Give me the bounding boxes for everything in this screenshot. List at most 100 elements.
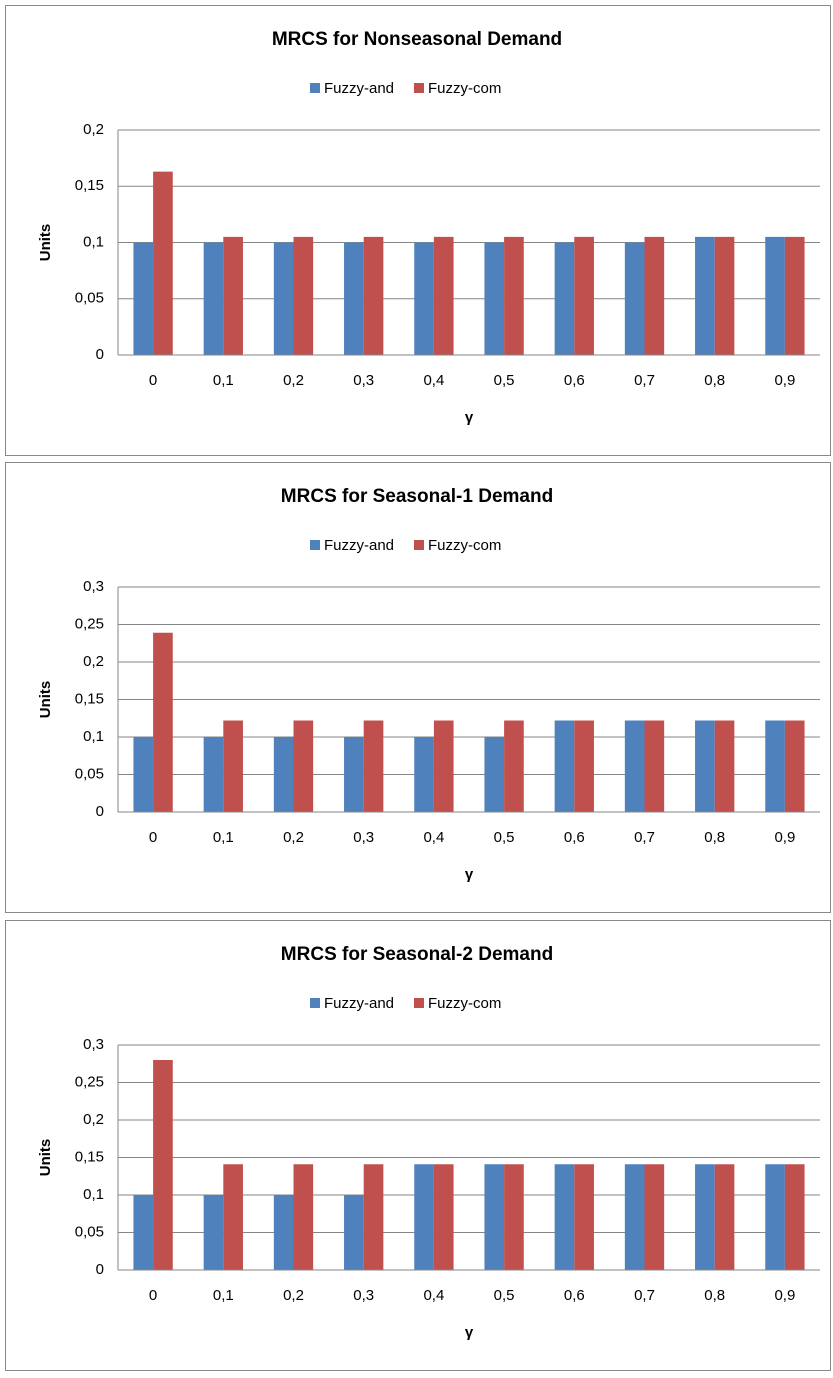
bar <box>504 236 524 355</box>
x-tick-label: 0,3 <box>353 372 374 389</box>
bar <box>433 236 454 355</box>
y-tick-label: 0 <box>96 803 104 820</box>
bar <box>714 720 735 812</box>
bar <box>414 1164 434 1270</box>
x-tick-label: 0 <box>149 1287 157 1304</box>
y-tick-label: 0,3 <box>83 1036 104 1053</box>
chart-title: MRCS for Nonseasonal Demand <box>272 29 562 50</box>
legend-label: Fuzzy-com <box>428 537 501 554</box>
legend-label: Fuzzy-and <box>324 80 394 97</box>
bar <box>223 236 243 355</box>
x-tick-label: 0,3 <box>353 1287 374 1304</box>
bar <box>133 737 154 812</box>
bar <box>574 236 594 355</box>
bar <box>695 236 715 355</box>
bar <box>344 242 364 355</box>
bar <box>344 1195 364 1270</box>
x-tick-label: 0,4 <box>423 829 444 846</box>
bar <box>223 720 243 812</box>
y-tick-label: 0,3 <box>83 578 104 595</box>
x-tick-label: 0,1 <box>213 372 234 389</box>
y-tick-label: 0,05 <box>75 765 104 782</box>
x-tick-label: 0 <box>149 829 157 846</box>
bar <box>133 1195 154 1270</box>
x-tick-label: 0,5 <box>494 1287 515 1304</box>
y-tick-label: 0 <box>96 1261 104 1278</box>
legend-label: Fuzzy-and <box>324 995 394 1012</box>
x-axis-title: γ <box>465 409 474 426</box>
bar <box>344 737 364 812</box>
bar <box>433 1164 454 1270</box>
bar <box>273 242 294 355</box>
x-tick-label: 0,5 <box>494 829 515 846</box>
bar <box>203 1195 224 1270</box>
legend-label: Fuzzy-com <box>428 80 501 97</box>
y-tick-label: 0,1 <box>83 1186 104 1203</box>
bar <box>695 720 715 812</box>
bar <box>554 242 575 355</box>
x-tick-label: 0,8 <box>704 372 725 389</box>
bar <box>484 242 505 355</box>
bar <box>765 236 785 355</box>
x-tick-label: 0,8 <box>704 1287 725 1304</box>
legend-label: Fuzzy-com <box>428 995 501 1012</box>
x-tick-label: 0,7 <box>634 829 655 846</box>
x-tick-label: 0,9 <box>774 1287 795 1304</box>
bar <box>644 236 665 355</box>
chart-frame <box>5 920 831 1371</box>
bar <box>153 632 173 812</box>
x-tick-label: 0,3 <box>353 829 374 846</box>
x-tick-label: 0,1 <box>213 1287 234 1304</box>
y-axis-title: Units <box>37 224 54 262</box>
bar <box>574 1164 594 1270</box>
bar <box>624 1164 645 1270</box>
x-tick-label: 0,1 <box>213 829 234 846</box>
x-tick-label: 0,6 <box>564 1287 585 1304</box>
bar <box>644 1164 665 1270</box>
legend-swatch <box>414 998 424 1008</box>
bar <box>554 720 575 812</box>
bar <box>293 236 314 355</box>
bar <box>414 242 434 355</box>
bar <box>293 720 314 812</box>
x-tick-label: 0,2 <box>283 1287 304 1304</box>
bar <box>695 1164 715 1270</box>
bar <box>784 236 805 355</box>
legend-swatch <box>414 83 424 93</box>
bar <box>784 720 805 812</box>
bar <box>433 720 454 812</box>
x-tick-label: 0,9 <box>774 829 795 846</box>
x-tick-label: 0,4 <box>423 372 444 389</box>
x-tick-label: 0,8 <box>704 829 725 846</box>
x-tick-label: 0,6 <box>564 829 585 846</box>
x-tick-label: 0,7 <box>634 1287 655 1304</box>
legend-label: Fuzzy-and <box>324 537 394 554</box>
bar <box>273 1195 294 1270</box>
bar <box>624 720 645 812</box>
bar <box>363 236 384 355</box>
legend-swatch <box>310 540 320 550</box>
y-tick-label: 0,2 <box>83 1111 104 1128</box>
legend-swatch <box>310 998 320 1008</box>
legend-swatch <box>414 540 424 550</box>
y-tick-label: 0,2 <box>83 653 104 670</box>
bar <box>574 720 594 812</box>
y-tick-label: 0,25 <box>75 615 104 632</box>
x-tick-label: 0,4 <box>423 1287 444 1304</box>
bar <box>273 737 294 812</box>
bar <box>363 720 384 812</box>
x-tick-label: 0,2 <box>283 829 304 846</box>
bar <box>765 1164 785 1270</box>
chart-frame <box>5 5 831 456</box>
x-axis-title: γ <box>465 866 474 883</box>
y-tick-label: 0,1 <box>83 233 104 250</box>
bar <box>293 1164 314 1270</box>
bar <box>203 242 224 355</box>
x-axis-title: γ <box>465 1324 474 1341</box>
chart-title: MRCS for Seasonal-1 Demand <box>281 486 553 507</box>
legend-swatch <box>310 83 320 93</box>
y-tick-label: 0,05 <box>75 1223 104 1240</box>
chart-frame <box>5 462 831 913</box>
bar <box>504 720 524 812</box>
